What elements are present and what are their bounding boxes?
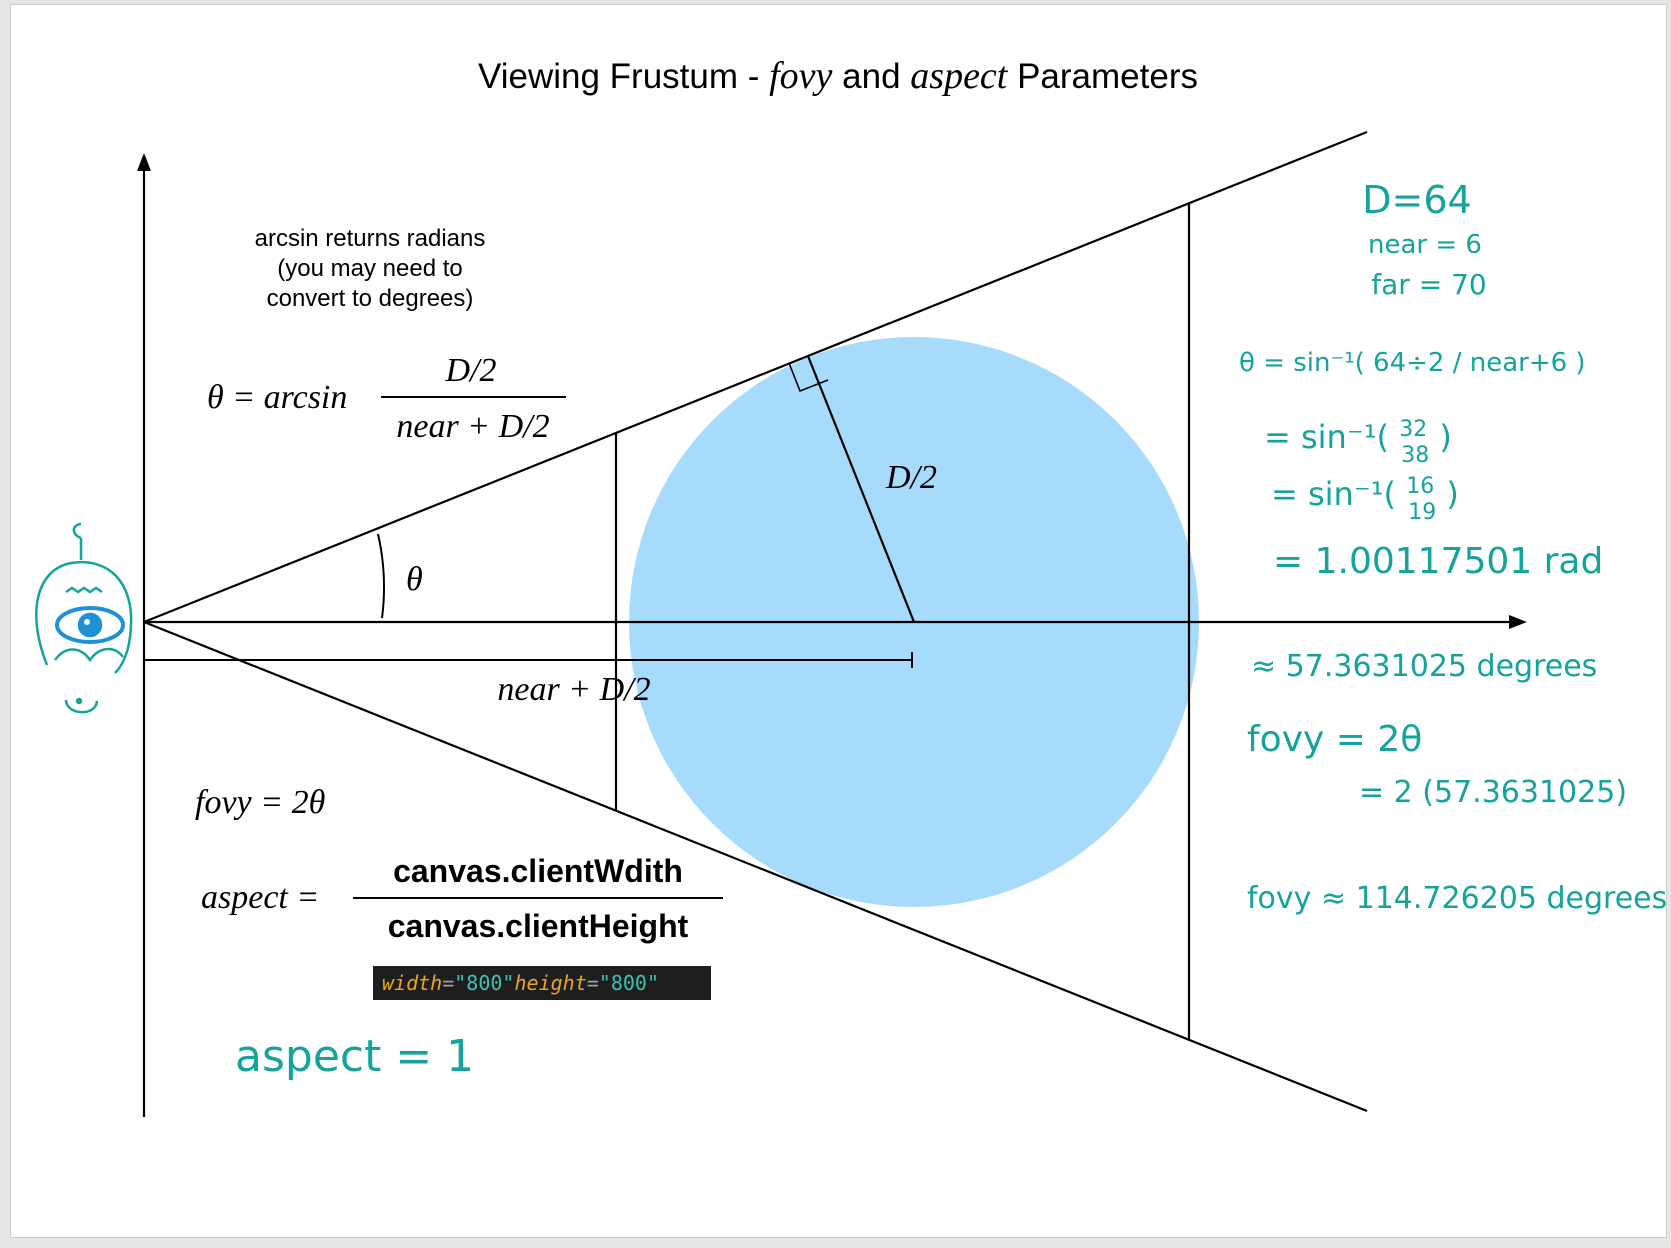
- theta-formula-lhs: θ = arcsin: [207, 379, 347, 416]
- hand-far-value: far = 70: [1371, 268, 1486, 301]
- hand-fovy-result: fovy ≈ 114.726205 degrees: [1247, 881, 1666, 916]
- theta-arc: [377, 533, 385, 619]
- note-line-3: convert to degrees): [267, 285, 474, 312]
- code-height-attr: height: [514, 971, 587, 995]
- horizontal-axis-arrow: [1509, 615, 1527, 629]
- right-angle-marker: [788, 362, 829, 393]
- code-width-attr: width: [382, 971, 443, 995]
- aspect-formula-lhs: aspect =: [201, 879, 319, 916]
- theta-formula-numerator: D/2: [445, 352, 497, 389]
- radius-line: [806, 355, 916, 623]
- hand-fovy-equation: fovy = 2θ: [1247, 719, 1422, 760]
- vertical-axis-arrow: [137, 153, 151, 171]
- hand-d-value: D=64: [1362, 178, 1471, 222]
- note-line-2: (you may need to: [277, 255, 462, 282]
- hand-aspect-result: aspect = 1: [235, 1031, 474, 1082]
- code-snippet: width = "800" height = "800": [373, 966, 711, 1000]
- frustum-bottom-edge: [143, 620, 1368, 1113]
- hand-theta-step-4: = 1.00117501 rad: [1273, 541, 1603, 582]
- aspect-formula-numerator: canvas.clientWdith: [393, 853, 683, 889]
- hand-theta-step-1: θ = sin⁻¹( 64÷2 / near+6 ): [1239, 348, 1586, 378]
- slide: Viewing Frustum - fovy and aspect Parame…: [10, 4, 1667, 1238]
- hand-near-value: near = 6: [1368, 230, 1482, 260]
- distance-label: near + D/2: [497, 671, 650, 708]
- hand-fovy-substitution: = 2 (57.3631025): [1359, 775, 1627, 810]
- hand-approx-degrees: ≈ 57.3631025 degrees: [1251, 649, 1597, 684]
- frustum-diagram: Viewing Frustum - fovy and aspect Parame…: [35, 55, 1666, 1117]
- code-height-value: "800": [598, 971, 659, 995]
- eye-icon: [35, 522, 133, 714]
- hand-theta-step-3: = sin⁻¹( 16 19 ): [1271, 474, 1459, 525]
- code-eq-1: =: [442, 971, 455, 995]
- theta-formula-denominator: near + D/2: [396, 408, 549, 445]
- radius-label: D/2: [885, 459, 937, 496]
- diagram-title: Viewing Frustum - fovy and aspect Parame…: [478, 55, 1198, 97]
- hand-theta-step-2: = sin⁻¹( 32 38 ): [1264, 417, 1452, 468]
- code-width-value: "800": [454, 971, 515, 995]
- frustum-top-edge: [143, 130, 1368, 624]
- code-eq-2: =: [586, 971, 599, 995]
- theta-label: θ: [406, 561, 423, 598]
- note-line-1: arcsin returns radians: [255, 225, 486, 252]
- aspect-formula-denominator: canvas.clientHeight: [388, 908, 689, 944]
- fovy-formula: fovy = 2θ: [195, 784, 325, 821]
